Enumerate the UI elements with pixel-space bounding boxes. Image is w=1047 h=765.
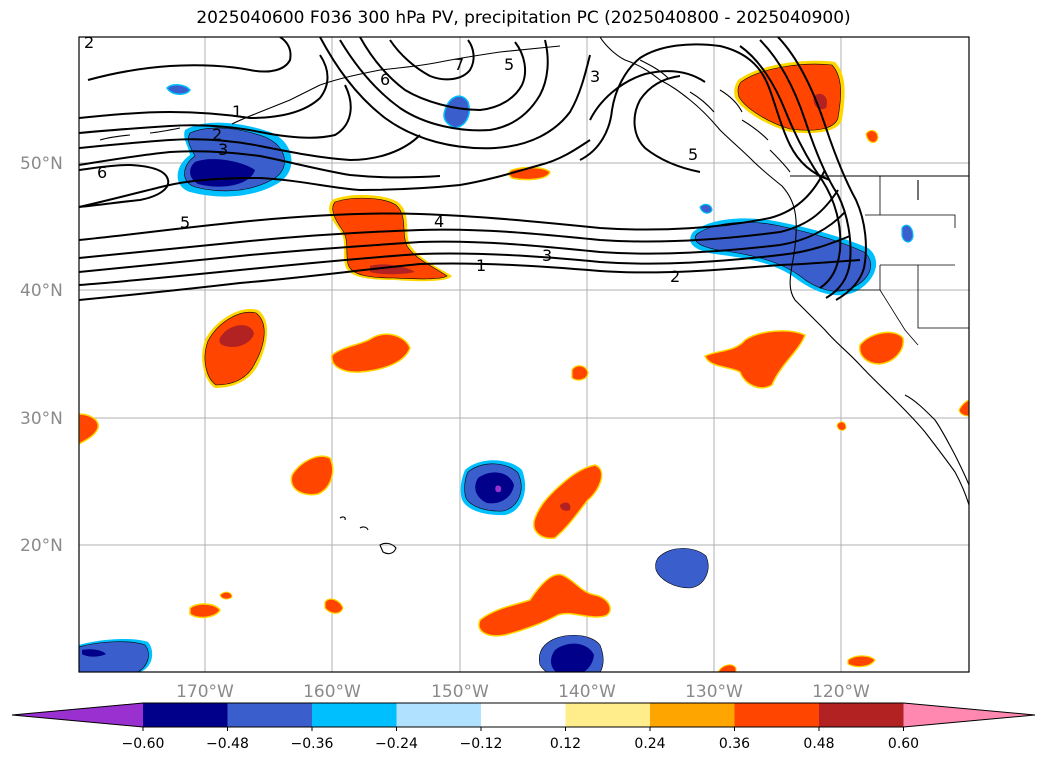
lon-label: 140°W [558,682,616,702]
contour-label: 3 [590,67,600,86]
contour-label: 5 [688,145,698,164]
lat-label: 30°N [20,409,63,429]
lon-label: 150°W [431,682,489,702]
colorbar-tick-label: 0.48 [803,736,834,752]
red-area-small-strip [508,166,551,181]
colorbar-segment [312,703,397,727]
red-area-tiny-north [865,129,879,144]
lon-label: 170°W [176,682,234,702]
red-area-south-wave [478,573,611,637]
contour-label: 5 [180,213,190,232]
contour-label: 6 [380,70,390,89]
blue-area-south-center [538,635,604,672]
colorbar-tick-label: −0.36 [291,736,334,752]
contour-label: 6 [97,163,107,182]
blue-area-central-pacific [460,460,526,516]
red-area-small-sw2 [324,598,344,614]
blue-area-small-north [166,84,191,95]
red-area-east-mid [704,330,806,389]
contour-label: 1 [476,256,486,275]
latitude-labels: 50°N 40°N 30°N 20°N [20,154,63,556]
red-area-calif [858,331,904,365]
colorbar-segment [396,703,482,727]
lat-label: 20°N [20,536,63,556]
colorbar [11,702,1036,728]
contour-label: 2 [84,33,94,52]
colorbar-tick-label: −0.12 [460,736,503,752]
colorbar-segment [227,703,313,727]
blue-area-tiny [699,203,713,214]
blue-area-se [655,548,709,589]
contour-label: 1 [232,102,242,121]
red-area-small-sw [189,603,221,619]
colorbar-tick-label: −0.24 [375,736,418,752]
contour-label: 7 [454,55,464,74]
map-frame [78,36,970,673]
lon-label: 160°W [303,682,361,702]
lat-label: 40°N [20,281,63,301]
colorbar-tick-label: −0.48 [206,736,249,752]
lon-label: 120°W [812,682,870,702]
contour-label: 5 [504,55,514,74]
colorbar-segment [481,703,566,727]
colorbar-segment [143,703,228,727]
state-borders [836,176,969,346]
blue-area-gulf-east [443,95,470,129]
colorbar-labels: −0.60 −0.48 −0.36 −0.24 −0.12 0.12 0.24 0.36 0.4… [122,727,919,752]
colorbar-tick-label: 0.24 [634,736,665,752]
longitude-labels: 170°W 160°W 150°W 140°W 130°W 120°W [176,682,870,702]
colorbar-tick-label: 0.12 [550,736,581,752]
colorbar-segment [565,703,651,727]
red-area-dot-center [571,365,589,381]
contour-label: 3 [218,140,228,159]
blue-area-southwest [79,638,153,672]
lat-label: 50°N [20,154,63,174]
blue-area-idaho [901,224,914,243]
pv-contours [79,37,867,301]
red-area-tiny-sw [219,591,233,600]
red-area-bottom-center [717,664,737,672]
red-area-west-central [202,309,268,388]
red-area-west-edge [79,413,99,445]
red-area-diagonal [533,464,603,540]
contour-label: 2 [670,267,680,286]
red-area-east-edge [958,399,969,417]
colorbar-segment [819,703,904,727]
colorbar-extend-high [903,703,1035,727]
red-area-bc [734,60,845,134]
red-area-tiny-baja [836,421,847,431]
colorbar-segment [650,703,735,727]
colorbar-tick-label: 0.36 [719,736,750,752]
colorbar-tick-label: 0.60 [888,736,919,752]
contour-label: 2 [212,125,222,144]
colorbar-tick-label: −0.60 [122,736,165,752]
map-title: 2025040600 F036 300 hPa PV, precipitatio… [196,8,851,28]
contour-labels: 1 2 3 4 5 6 7 5 6 3 2 1 3 5 2 [84,33,698,286]
contour-label: 4 [434,212,444,231]
red-area-mid [331,333,411,373]
red-area-hawaii-north [290,455,334,496]
colorbar-extend-low [12,703,143,727]
red-area-bottom-right [847,655,876,668]
colorbar-segment [734,703,820,727]
lon-label: 130°W [685,682,743,702]
contour-label: 3 [542,246,552,265]
